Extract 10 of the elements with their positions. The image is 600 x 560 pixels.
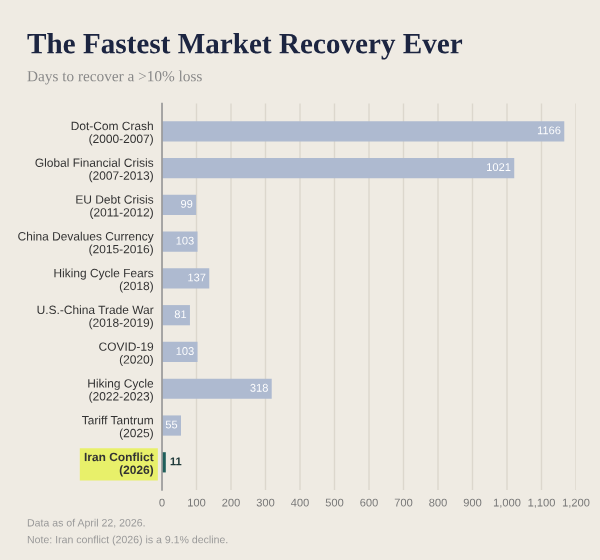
bar: [162, 121, 565, 142]
bar: [162, 231, 198, 252]
bar: [162, 268, 210, 289]
chart-title: The Fastest Market Recovery Ever: [27, 32, 463, 60]
bar: [162, 157, 515, 179]
bar: [162, 378, 272, 399]
bar: [162, 194, 197, 215]
bar: [162, 341, 198, 363]
bar: [162, 415, 181, 436]
bar: [162, 305, 190, 326]
